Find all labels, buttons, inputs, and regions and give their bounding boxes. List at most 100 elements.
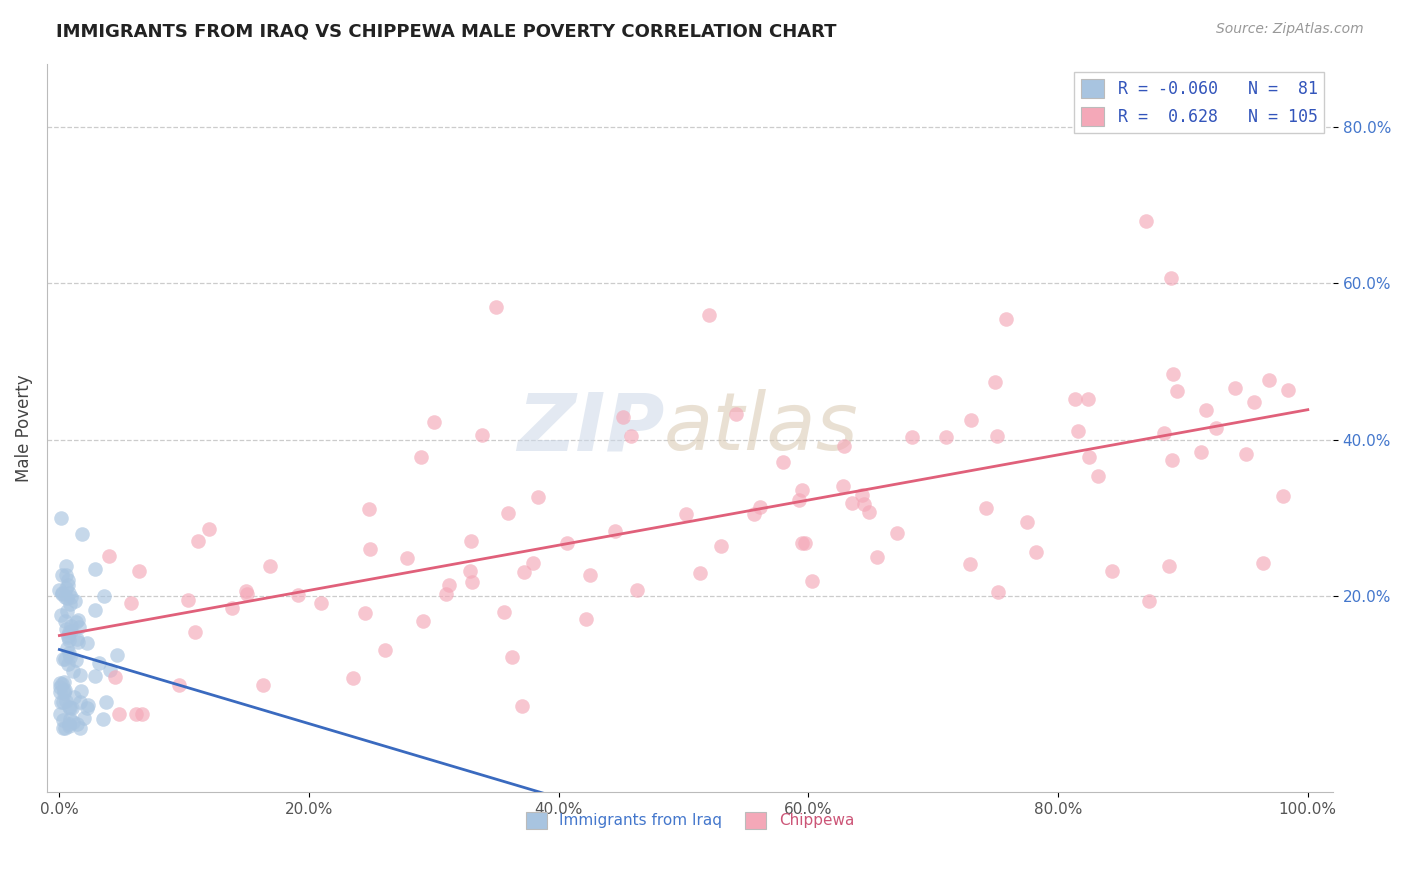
- Point: [675, 508, 697, 522]
- Point: [1078, 450, 1101, 464]
- Point: [901, 430, 924, 444]
- Point: [128, 565, 150, 579]
- Point: [620, 429, 643, 443]
- Text: Source: ZipAtlas.com: Source: ZipAtlas.com: [1216, 22, 1364, 37]
- Point: [53, 684, 76, 698]
- Point: [423, 415, 446, 429]
- Point: [59, 619, 82, 633]
- Point: [235, 583, 257, 598]
- Point: [65, 594, 87, 608]
- Point: [409, 450, 432, 465]
- Point: [744, 507, 766, 521]
- Point: [1025, 545, 1047, 559]
- Point: [58, 625, 80, 640]
- Point: [60, 700, 83, 714]
- Point: [725, 408, 748, 422]
- Point: [527, 490, 550, 504]
- Point: [65, 653, 87, 667]
- Point: [1166, 384, 1188, 399]
- Point: [1077, 392, 1099, 407]
- Point: [689, 566, 711, 580]
- Point: [66, 632, 89, 646]
- Point: [55, 559, 77, 574]
- Point: [53, 652, 76, 666]
- Point: [959, 558, 981, 572]
- Point: [56, 578, 79, 592]
- Point: [357, 501, 380, 516]
- Point: [58, 628, 80, 642]
- Point: [55, 623, 77, 637]
- Point: [83, 562, 105, 576]
- Point: [1257, 372, 1279, 386]
- Point: [831, 479, 853, 493]
- Point: [56, 630, 79, 644]
- Point: [790, 535, 813, 549]
- Point: [221, 600, 243, 615]
- Point: [626, 583, 648, 598]
- Point: [58, 646, 80, 660]
- Point: [197, 522, 219, 536]
- Text: ZIP: ZIP: [517, 389, 664, 467]
- Point: [841, 496, 863, 510]
- Point: [53, 614, 76, 628]
- Point: [69, 694, 91, 708]
- Point: [59, 649, 82, 664]
- Point: [396, 551, 419, 566]
- Point: [1015, 515, 1038, 529]
- Point: [84, 602, 107, 616]
- Point: [76, 701, 98, 715]
- Point: [49, 676, 72, 690]
- Point: [63, 690, 86, 704]
- Point: [69, 721, 91, 735]
- Point: [58, 718, 80, 732]
- Point: [69, 668, 91, 682]
- Point: [58, 633, 80, 648]
- Point: [51, 586, 73, 600]
- Point: [434, 587, 457, 601]
- Point: [510, 699, 533, 714]
- Point: [53, 590, 76, 604]
- Point: [73, 711, 96, 725]
- Point: [89, 656, 111, 670]
- Point: [52, 695, 75, 709]
- Y-axis label: Male Poverty: Male Poverty: [15, 375, 32, 482]
- Point: [886, 526, 908, 541]
- Point: [51, 567, 73, 582]
- Point: [1101, 564, 1123, 578]
- Point: [960, 413, 983, 427]
- Point: [710, 539, 733, 553]
- Point: [851, 488, 873, 502]
- Point: [49, 685, 72, 699]
- Point: [866, 550, 889, 565]
- Point: [259, 558, 281, 573]
- Point: [56, 604, 79, 618]
- Point: [935, 430, 957, 444]
- Point: [52, 652, 75, 666]
- Point: [412, 615, 434, 629]
- Point: [58, 657, 80, 672]
- Point: [342, 672, 364, 686]
- Point: [58, 700, 80, 714]
- Point: [58, 716, 80, 731]
- Point: [67, 635, 90, 649]
- Point: [53, 721, 76, 735]
- Point: [98, 549, 121, 563]
- Point: [1223, 381, 1246, 395]
- Point: [792, 483, 814, 498]
- Point: [1137, 593, 1160, 607]
- Point: [789, 493, 811, 508]
- Point: [49, 706, 72, 721]
- Point: [748, 500, 770, 515]
- Point: [55, 567, 77, 582]
- Point: [974, 500, 997, 515]
- Point: [48, 680, 70, 694]
- Point: [59, 598, 82, 612]
- Point: [236, 587, 259, 601]
- Point: [1236, 447, 1258, 461]
- Point: [70, 526, 93, 541]
- Point: [1277, 383, 1299, 397]
- Point: [1243, 395, 1265, 409]
- Point: [59, 712, 82, 726]
- Point: [1064, 392, 1087, 407]
- Point: [1205, 420, 1227, 434]
